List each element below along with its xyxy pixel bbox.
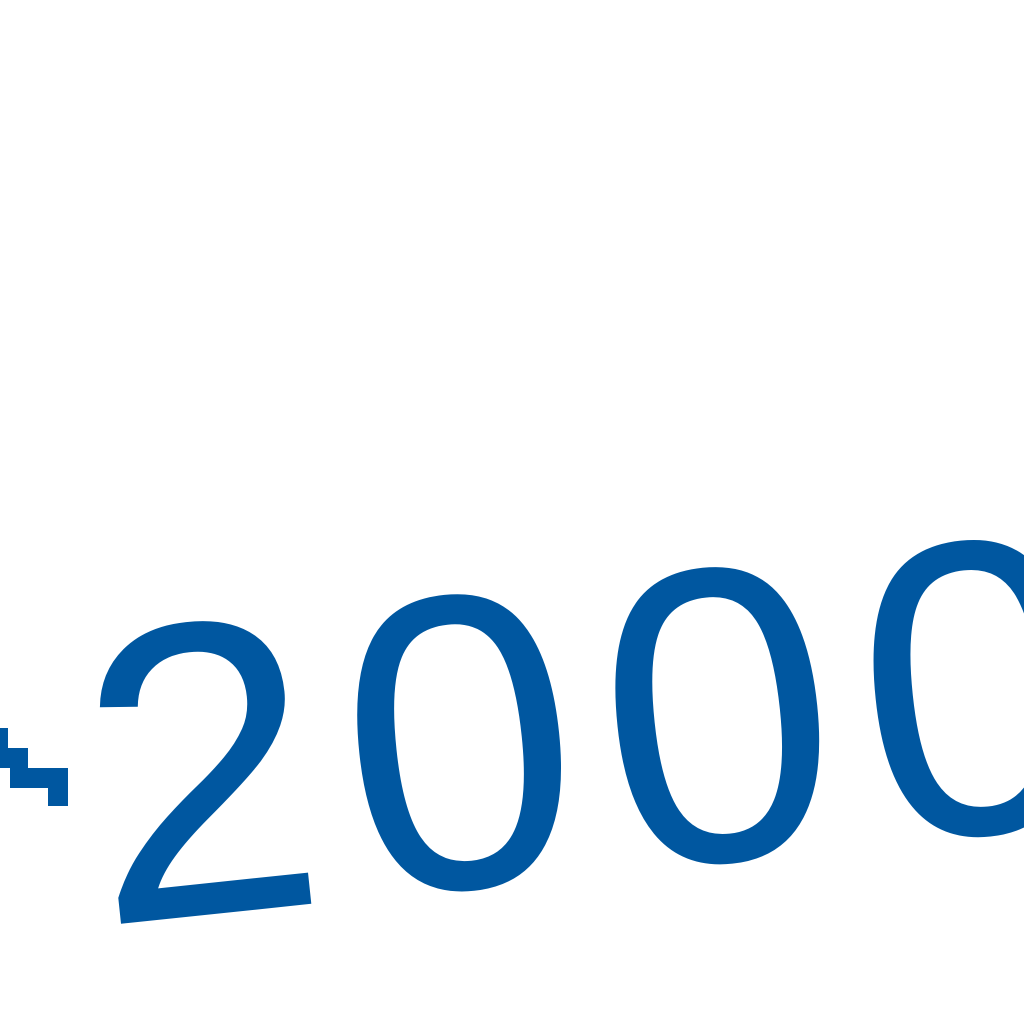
label-text: 2000 xyxy=(60,441,1024,1016)
glyph-fragment xyxy=(0,728,68,806)
